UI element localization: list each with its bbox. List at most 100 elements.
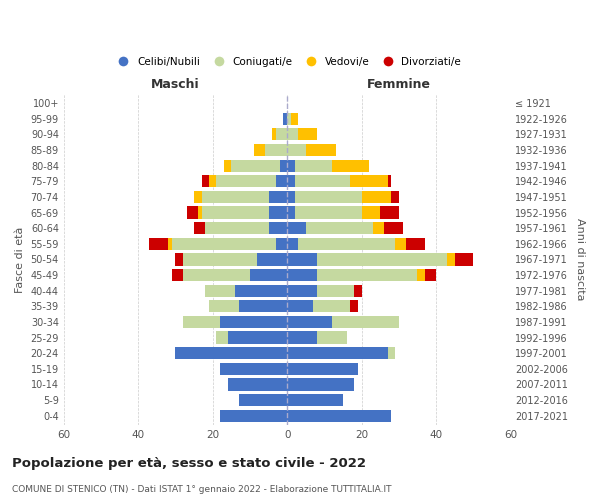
Bar bbox=[287, 316, 399, 328]
Bar bbox=[287, 332, 347, 344]
Bar bbox=[287, 128, 317, 140]
Bar bbox=[220, 410, 287, 422]
Bar bbox=[287, 191, 362, 203]
Text: Femmine: Femmine bbox=[367, 78, 431, 90]
Bar bbox=[183, 254, 287, 266]
Bar bbox=[183, 316, 287, 328]
Bar bbox=[287, 238, 298, 250]
Bar bbox=[239, 394, 287, 406]
Bar bbox=[205, 222, 287, 234]
Bar bbox=[287, 160, 332, 172]
Bar bbox=[202, 206, 287, 218]
Bar bbox=[205, 284, 287, 297]
Bar bbox=[283, 112, 287, 125]
Bar bbox=[202, 191, 287, 203]
Bar bbox=[272, 128, 287, 140]
Bar bbox=[224, 160, 287, 172]
Y-axis label: Fasce di età: Fasce di età bbox=[15, 226, 25, 292]
Bar bbox=[287, 300, 350, 312]
Bar bbox=[287, 144, 306, 156]
Bar bbox=[217, 175, 287, 188]
Bar bbox=[287, 284, 354, 297]
Bar bbox=[209, 300, 287, 312]
Bar bbox=[287, 347, 395, 360]
Bar bbox=[287, 175, 350, 188]
Bar bbox=[254, 144, 287, 156]
Bar bbox=[220, 316, 287, 328]
Bar bbox=[287, 410, 391, 422]
Bar bbox=[287, 363, 358, 375]
Bar bbox=[287, 238, 395, 250]
Bar bbox=[227, 378, 287, 390]
Bar bbox=[202, 175, 287, 188]
Bar bbox=[287, 191, 399, 203]
Bar bbox=[257, 254, 287, 266]
Bar bbox=[287, 238, 406, 250]
Bar bbox=[183, 316, 287, 328]
Bar bbox=[276, 128, 287, 140]
Bar bbox=[287, 378, 354, 390]
Bar bbox=[287, 269, 418, 281]
Bar bbox=[287, 332, 347, 344]
Bar bbox=[287, 347, 388, 360]
Bar bbox=[287, 112, 298, 125]
Bar bbox=[287, 410, 391, 422]
Bar bbox=[287, 394, 343, 406]
Bar bbox=[287, 332, 347, 344]
Bar bbox=[287, 316, 399, 328]
Bar bbox=[239, 394, 287, 406]
Bar bbox=[287, 160, 295, 172]
Bar bbox=[283, 112, 287, 125]
Bar bbox=[183, 316, 287, 328]
Bar bbox=[287, 347, 395, 360]
Bar bbox=[172, 238, 287, 250]
Bar bbox=[220, 410, 287, 422]
Bar bbox=[287, 363, 358, 375]
Bar bbox=[227, 378, 287, 390]
Bar bbox=[235, 284, 287, 297]
Bar bbox=[175, 347, 287, 360]
Bar bbox=[287, 175, 295, 188]
Bar bbox=[287, 254, 455, 266]
Bar bbox=[272, 128, 287, 140]
Bar bbox=[205, 284, 287, 297]
Bar bbox=[287, 378, 354, 390]
Bar bbox=[183, 269, 287, 281]
Bar bbox=[287, 254, 447, 266]
Bar bbox=[287, 175, 388, 188]
Bar bbox=[287, 363, 358, 375]
Bar bbox=[280, 160, 287, 172]
Bar bbox=[183, 254, 287, 266]
Bar bbox=[276, 238, 287, 250]
Bar bbox=[220, 410, 287, 422]
Bar bbox=[287, 128, 298, 140]
Bar bbox=[194, 191, 287, 203]
Bar bbox=[287, 394, 343, 406]
Bar bbox=[175, 347, 287, 360]
Bar bbox=[287, 206, 295, 218]
Text: Popolazione per età, sesso e stato civile - 2022: Popolazione per età, sesso e stato civil… bbox=[12, 458, 366, 470]
Bar bbox=[287, 269, 317, 281]
Bar bbox=[287, 378, 354, 390]
Bar bbox=[287, 394, 343, 406]
Bar bbox=[276, 175, 287, 188]
Bar bbox=[209, 300, 287, 312]
Bar bbox=[220, 410, 287, 422]
Bar bbox=[287, 222, 306, 234]
Bar bbox=[287, 332, 317, 344]
Bar bbox=[175, 254, 287, 266]
Bar bbox=[287, 300, 350, 312]
Bar bbox=[287, 316, 332, 328]
Bar bbox=[231, 160, 287, 172]
Bar bbox=[287, 160, 369, 172]
Bar bbox=[220, 363, 287, 375]
Bar bbox=[287, 300, 358, 312]
Bar bbox=[198, 206, 287, 218]
Text: COMUNE DI STENICO (TN) - Dati ISTAT 1° gennaio 2022 - Elaborazione TUTTITALIA.IT: COMUNE DI STENICO (TN) - Dati ISTAT 1° g… bbox=[12, 486, 392, 494]
Bar bbox=[287, 238, 425, 250]
Bar bbox=[287, 144, 335, 156]
Bar bbox=[287, 363, 358, 375]
Bar bbox=[269, 206, 287, 218]
Bar bbox=[287, 284, 354, 297]
Bar bbox=[287, 254, 473, 266]
